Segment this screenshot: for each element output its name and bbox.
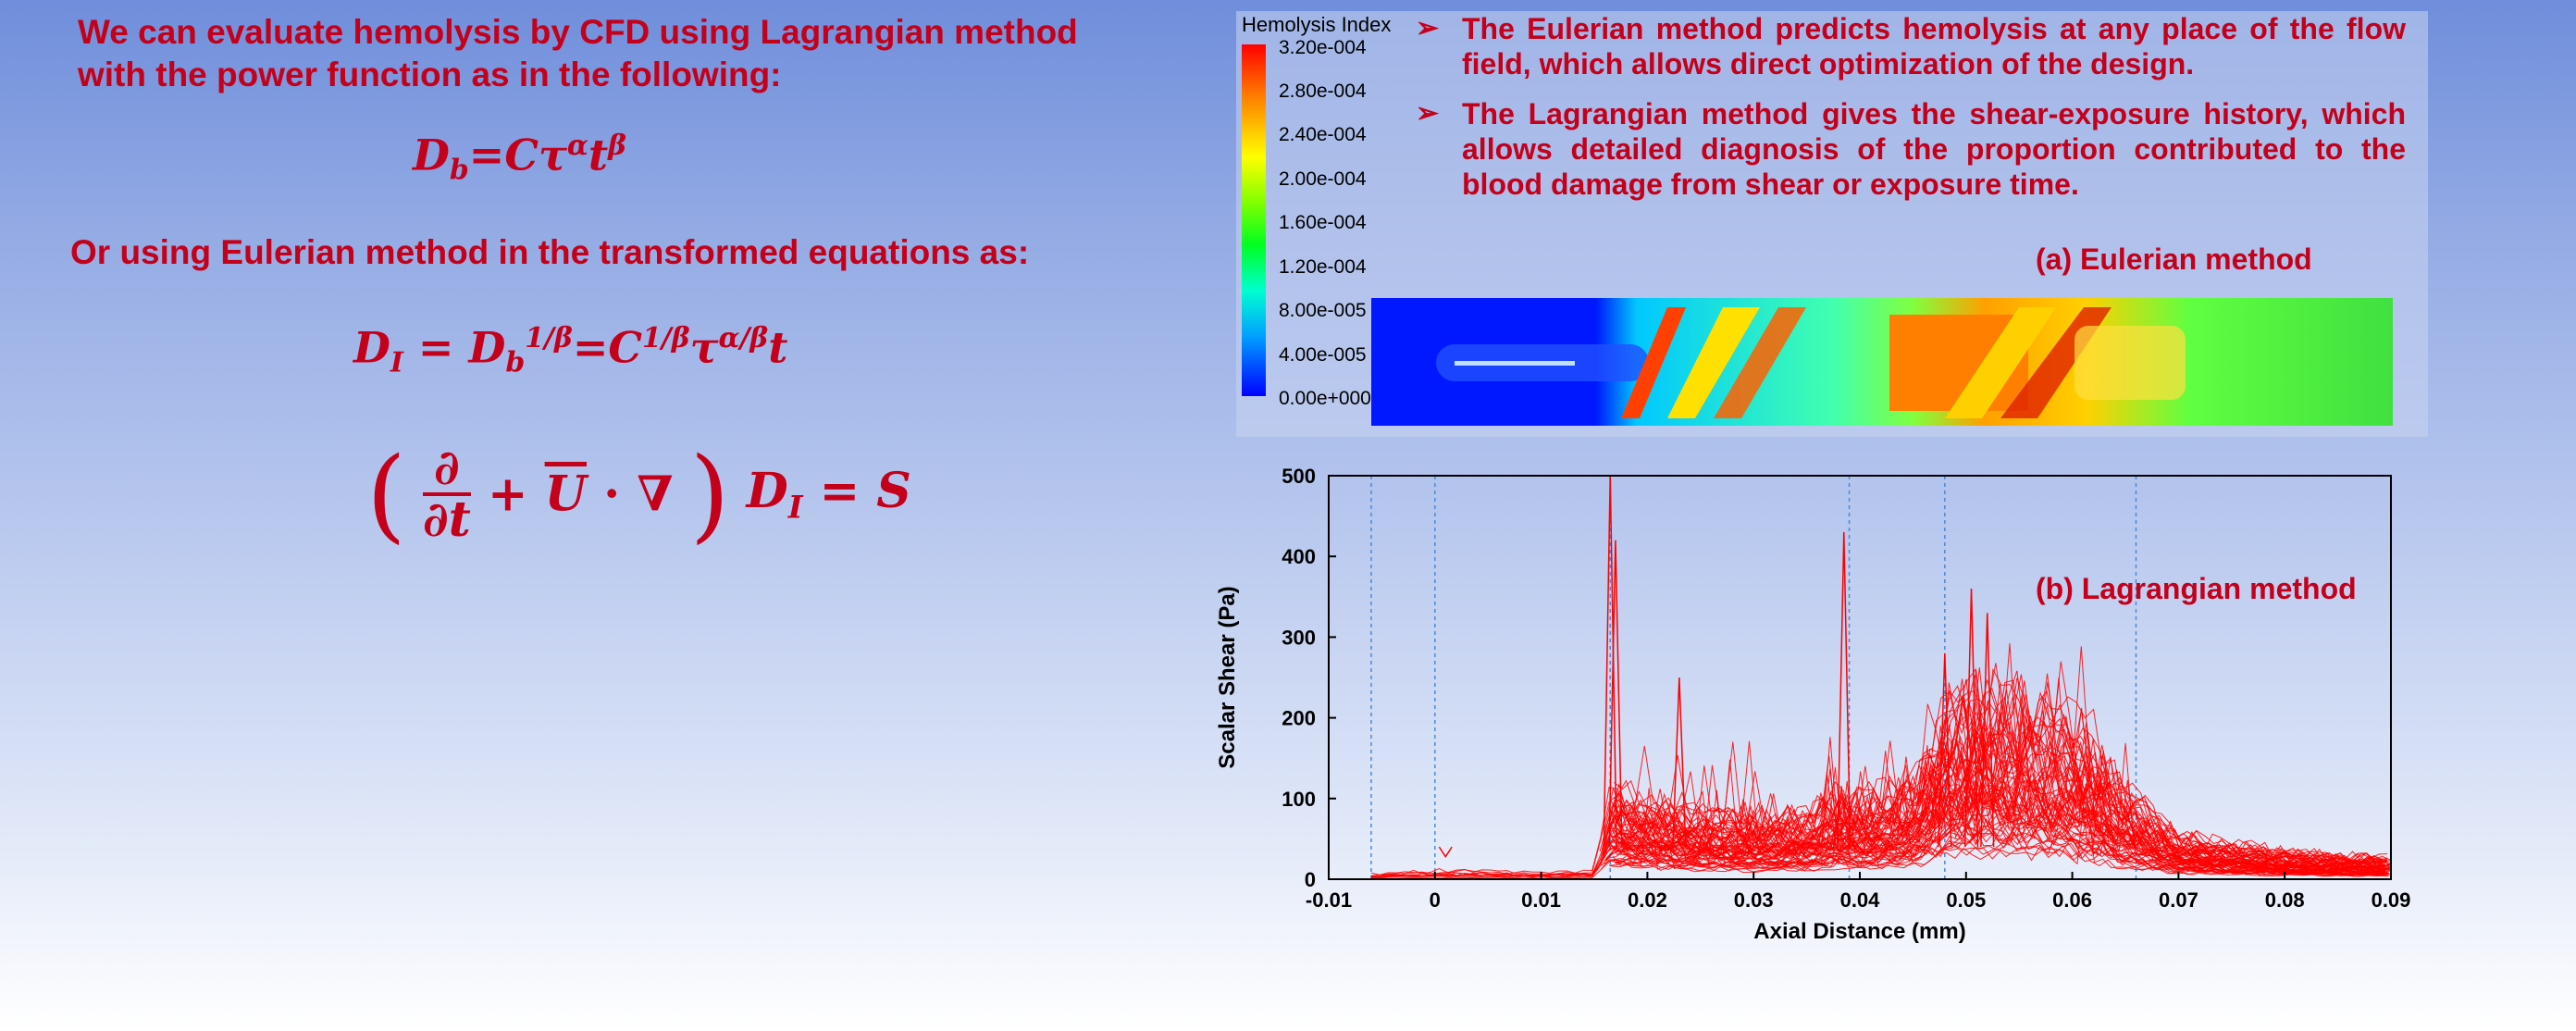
eulerian-intro-text: Or using Eulerian method in the transfor…	[70, 233, 1030, 271]
x-tick-label: 0.04	[1840, 888, 1881, 912]
y-tick-label: 0	[1305, 868, 1316, 891]
colorbar-label: 1.20e-004	[1279, 256, 1367, 278]
peak-spike	[1438, 846, 1453, 858]
x-tick-label: 0	[1430, 888, 1441, 912]
y-axis: 0 100 200 300 400 500	[1282, 465, 1336, 891]
blade	[1667, 307, 1760, 418]
transformed-equation: DI = Db1/β=C1/βτα/βt	[353, 322, 788, 379]
trajectory-line	[1604, 714, 2387, 868]
x-tick-label: 0.05	[1946, 888, 1986, 912]
bullet-list: ➢ The Eulerian method predicts hemolysis…	[1416, 11, 2406, 217]
trajectory-line	[1609, 780, 2384, 871]
trajectory-line	[1611, 728, 2385, 873]
peak-spike	[1963, 589, 1979, 848]
y-tick-label: 300	[1282, 626, 1316, 649]
arrow-bullet-icon: ➢	[1416, 98, 1440, 129]
trajectory-line	[1616, 680, 2390, 870]
trajectory-line	[1614, 707, 2388, 868]
peak-spike	[1672, 677, 1687, 848]
trajectory-line	[1603, 775, 2385, 874]
colorbar-label: 8.00e-005	[1279, 300, 1367, 321]
transport-equation: ( ∂ ∂t + U · ∇ ) DI = S	[366, 435, 911, 553]
trajectory-line	[1617, 689, 2384, 864]
x-tick-label: -0.01	[1306, 888, 1352, 912]
hub-highlight	[1455, 361, 1575, 366]
colorbar-label: 2.00e-004	[1279, 168, 1367, 190]
bullet-lagrangian: ➢ The Lagrangian method gives the shear-…	[1416, 97, 2406, 201]
peak-spike	[1980, 613, 1995, 848]
diffuser	[2074, 326, 2186, 400]
intro-text: We can evaluate hemolysis by CFD using L…	[78, 13, 1078, 93]
y-axis-label: Scalar Shear (Pa)	[1215, 586, 1240, 768]
blade	[1714, 307, 1806, 418]
peak-spike	[1837, 532, 1852, 848]
trajectory-line	[1613, 646, 2388, 866]
caption-lagrangian: (b) Lagrangian method	[2036, 572, 2357, 605]
trajectory-line	[1613, 679, 2387, 865]
colorbar-title: Hemolysis Index	[1242, 13, 1392, 36]
arrow-bullet-icon: ➢	[1416, 13, 1440, 43]
y-tick-label: 200	[1282, 707, 1316, 730]
colorbar	[1242, 44, 1266, 396]
colorbar-label: 0.00e+000	[1279, 388, 1371, 409]
blade	[1621, 307, 1686, 418]
peak-spike	[1938, 652, 1952, 848]
trajectory-line	[1602, 774, 2385, 872]
trajectory-line	[1615, 788, 2389, 877]
series-lines	[1370, 475, 2392, 879]
bullet-eulerian: ➢ The Eulerian method predicts hemolysis…	[1416, 12, 2406, 81]
blade	[1945, 307, 2056, 418]
x-tick-label: 0.03	[1734, 888, 1774, 912]
x-tick-label: 0.06	[2052, 888, 2092, 912]
shear-chart: -0.01 0 0.01 0.02 0.03 0.04 0.05 0.06 0.07 0.08 0.…	[1215, 465, 2410, 944]
trajectory-line	[1609, 783, 2384, 877]
colorbar-label: 4.00e-005	[1279, 344, 1367, 366]
trajectory-line	[1600, 739, 2391, 872]
x-tick-label: 0.01	[1521, 888, 1561, 912]
x-tick-label: 0.08	[2265, 888, 2305, 912]
colorbar-label: 2.80e-004	[1279, 81, 1367, 102]
trajectory-line	[1609, 798, 2384, 876]
peak-spike	[1608, 540, 1623, 848]
colorbar-label: 1.60e-004	[1279, 212, 1367, 233]
trajectory-line	[1609, 781, 2384, 873]
x-tick-label: 0.02	[1628, 888, 1667, 912]
x-axis-label: Axial Distance (mm)	[1753, 919, 1965, 944]
x-tick-label: 0.07	[2159, 888, 2198, 912]
colorbar-label: 3.20e-004	[1279, 37, 1367, 58]
trajectory-line	[1612, 752, 2387, 868]
x-tick-label: 0.09	[2372, 888, 2411, 912]
colorbar-label: 2.40e-004	[1279, 124, 1367, 145]
caption-eulerian: (a) Eulerian method	[2036, 242, 2312, 276]
y-tick-label: 400	[1282, 545, 1316, 568]
x-axis: -0.01 0 0.01 0.02 0.03 0.04 0.05 0.06 0.07 0.08 0.…	[1306, 872, 2410, 912]
power-function-equation: Db=Cταtβ	[413, 130, 627, 187]
y-tick-label: 500	[1282, 465, 1316, 488]
y-tick-label: 100	[1282, 788, 1316, 811]
cfd-contour-image	[1371, 298, 2393, 426]
